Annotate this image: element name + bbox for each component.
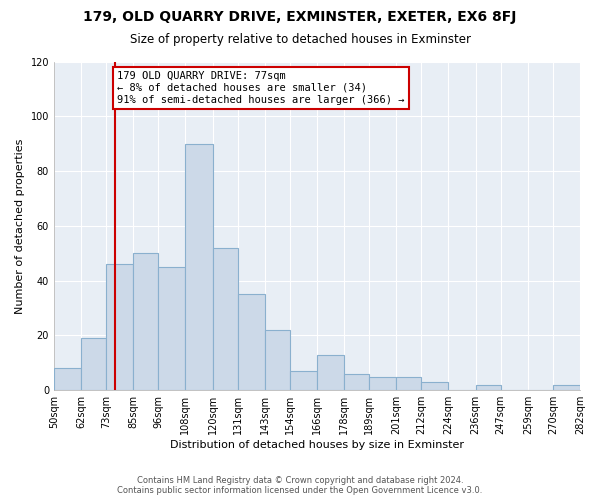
Bar: [54, 368, 81, 390]
Text: 179 OLD QUARRY DRIVE: 77sqm
← 8% of detached houses are smaller (34)
91% of semi: 179 OLD QUARRY DRIVE: 77sqm ← 8% of deta…: [117, 72, 404, 104]
Bar: [553, 384, 580, 390]
Bar: [290, 371, 317, 390]
Text: Contains HM Land Registry data © Crown copyright and database right 2024.
Contai: Contains HM Land Registry data © Crown c…: [118, 476, 482, 495]
Bar: [238, 294, 265, 390]
Bar: [158, 267, 185, 390]
Bar: [344, 374, 369, 390]
Text: Size of property relative to detached houses in Exminster: Size of property relative to detached ho…: [130, 32, 470, 46]
X-axis label: Distribution of detached houses by size in Exminster: Distribution of detached houses by size …: [170, 440, 464, 450]
Bar: [265, 330, 290, 390]
Bar: [397, 376, 421, 390]
Bar: [476, 384, 500, 390]
Bar: [317, 354, 344, 390]
Bar: [212, 248, 238, 390]
Bar: [133, 253, 158, 390]
Bar: [81, 338, 106, 390]
Y-axis label: Number of detached properties: Number of detached properties: [15, 138, 25, 314]
Bar: [106, 264, 133, 390]
Bar: [421, 382, 448, 390]
Bar: [185, 144, 212, 390]
Text: 179, OLD QUARRY DRIVE, EXMINSTER, EXETER, EX6 8FJ: 179, OLD QUARRY DRIVE, EXMINSTER, EXETER…: [83, 10, 517, 24]
Bar: [369, 376, 397, 390]
